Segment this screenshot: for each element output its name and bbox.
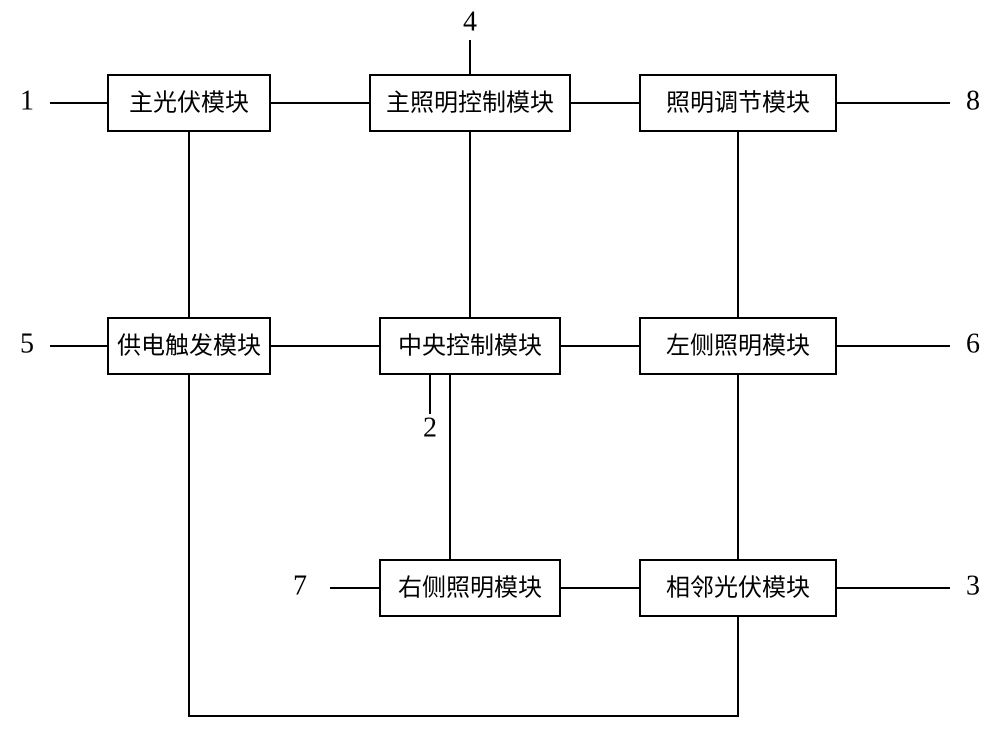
node-number-n2: 2: [423, 412, 437, 443]
node-number-n6: 6: [966, 328, 980, 359]
node-n8: 照明调节模块: [640, 75, 836, 131]
node-n1: 主光伏模块: [108, 75, 270, 131]
edge-n8-n2: [560, 131, 738, 346]
node-label: 照明调节模块: [666, 90, 810, 117]
node-label: 主光伏模块: [129, 90, 249, 117]
node-number-n8: 8: [966, 85, 980, 116]
node-number-n7: 7: [293, 570, 307, 601]
node-number-n3: 3: [966, 570, 980, 601]
node-number-n1: 1: [20, 85, 34, 116]
node-n7: 右侧照明模块: [380, 560, 560, 616]
node-label: 相邻光伏模块: [666, 575, 810, 602]
node-n4: 主照明控制模块: [370, 75, 570, 131]
node-n3: 相邻光伏模块: [640, 560, 836, 616]
node-number-n4: 4: [463, 6, 477, 37]
node-label: 右侧照明模块: [398, 575, 542, 602]
node-label: 左侧照明模块: [666, 333, 810, 360]
node-n6: 左侧照明模块: [640, 318, 836, 374]
node-number-n5: 5: [20, 328, 34, 359]
edge-n5-n3: [189, 374, 738, 716]
node-label: 供电触发模块: [117, 333, 261, 360]
node-n5: 供电触发模块: [108, 318, 270, 374]
nodes-layer: 主光伏模块 主照明控制模块 照明调节模块供电触发模块 中央控制模块 左侧照明模块右侧照明…: [108, 75, 836, 616]
node-label: 主照明控制模块: [386, 90, 554, 117]
edge-n1-n2: [189, 131, 380, 346]
node-n2: 中央控制模块: [380, 318, 560, 374]
node-label: 中央控制模块: [398, 333, 542, 360]
